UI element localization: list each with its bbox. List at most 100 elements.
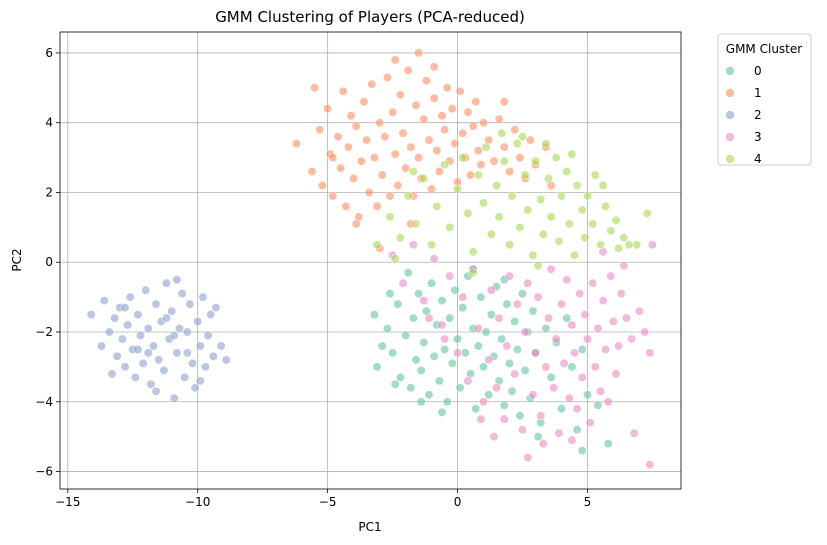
data-point-cluster-3: [543, 313, 553, 323]
data-point-cluster-3: [559, 358, 569, 368]
data-point-cluster-4: [408, 167, 418, 177]
data-point-cluster-4: [390, 254, 400, 264]
data-point-cluster-0: [572, 425, 582, 435]
data-point-cluster-2: [193, 316, 203, 326]
data-point-cluster-4: [533, 261, 543, 271]
data-point-cluster-4: [481, 142, 491, 152]
data-point-cluster-3: [494, 313, 504, 323]
data-point-cluster-3: [486, 285, 496, 295]
data-point-cluster-0: [372, 362, 382, 372]
data-point-cluster-0: [512, 344, 522, 354]
data-point-cluster-3: [640, 327, 650, 337]
data-point-cluster-4: [468, 268, 478, 278]
data-point-cluster-4: [554, 236, 564, 246]
data-point-cluster-1: [375, 118, 385, 128]
data-point-cluster-1: [450, 139, 460, 149]
data-point-cluster-2: [167, 306, 177, 316]
data-point-cluster-1: [356, 156, 366, 166]
data-point-cluster-0: [406, 383, 416, 393]
data-point-cluster-2: [107, 369, 117, 379]
data-point-cluster-1: [515, 153, 525, 163]
data-point-cluster-4: [499, 156, 509, 166]
data-point-cluster-3: [593, 323, 603, 333]
data-point-cluster-1: [510, 125, 520, 135]
data-point-cluster-4: [395, 233, 405, 243]
data-point-cluster-0: [408, 313, 418, 323]
data-point-cluster-1: [429, 93, 439, 103]
data-point-cluster-0: [403, 268, 413, 278]
x-tick-label: 0: [454, 495, 462, 509]
data-point-cluster-0: [393, 299, 403, 309]
data-point-cluster-4: [588, 219, 598, 229]
data-point-cluster-1: [367, 79, 377, 89]
data-point-cluster-2: [123, 320, 133, 330]
data-point-cluster-3: [645, 348, 655, 358]
data-point-cluster-0: [458, 303, 468, 313]
legend-label-2: 2: [754, 108, 762, 122]
data-point-cluster-3: [572, 404, 582, 414]
x-tick-label: −10: [185, 495, 210, 509]
data-point-cluster-3: [603, 397, 613, 407]
data-point-cluster-0: [388, 348, 398, 358]
data-point-cluster-4: [619, 233, 629, 243]
y-tick-label: 0: [45, 255, 53, 269]
data-point-cluster-3: [580, 310, 590, 320]
data-point-cluster-4: [507, 191, 517, 201]
data-point-cluster-2: [203, 330, 213, 340]
data-point-cluster-4: [556, 191, 566, 201]
data-point-cluster-3: [627, 334, 637, 344]
data-point-cluster-3: [398, 278, 408, 288]
data-point-cluster-2: [125, 292, 135, 302]
data-point-cluster-2: [117, 334, 127, 344]
data-point-cluster-2: [206, 310, 216, 320]
data-point-cluster-0: [427, 278, 437, 288]
data-point-cluster-4: [614, 243, 624, 253]
data-point-cluster-1: [372, 201, 382, 211]
data-point-cluster-2: [120, 362, 130, 372]
data-point-cluster-1: [385, 191, 395, 201]
legend-label-1: 1: [754, 86, 762, 100]
legend-marker-2: [725, 110, 735, 120]
data-point-cluster-4: [580, 233, 590, 243]
x-tick-label: −15: [55, 495, 80, 509]
data-point-cluster-1: [499, 142, 509, 152]
data-point-cluster-3: [408, 240, 418, 250]
data-point-cluster-4: [486, 229, 496, 239]
data-point-cluster-3: [598, 296, 608, 306]
data-point-cluster-1: [315, 125, 325, 135]
data-point-cluster-2: [146, 379, 156, 389]
data-point-cluster-4: [598, 181, 608, 191]
legend-label-4: 4: [754, 152, 762, 166]
data-point-cluster-1: [471, 97, 481, 107]
data-point-cluster-2: [154, 355, 164, 365]
data-point-cluster-1: [343, 142, 353, 152]
data-point-cluster-0: [567, 362, 577, 372]
data-point-cluster-2: [221, 355, 231, 365]
data-point-cluster-0: [577, 446, 587, 456]
data-point-cluster-4: [440, 160, 450, 170]
data-point-cluster-0: [385, 289, 395, 299]
data-point-cluster-3: [538, 439, 548, 449]
data-point-cluster-1: [336, 163, 346, 173]
data-point-cluster-1: [328, 153, 338, 163]
data-point-cluster-3: [452, 348, 462, 358]
data-point-cluster-3: [577, 372, 587, 382]
data-point-cluster-1: [434, 167, 444, 177]
legend-frame: [717, 33, 812, 166]
data-point-cluster-3: [556, 299, 566, 309]
data-point-cluster-2: [159, 365, 169, 375]
y-tick-label: −6: [35, 465, 53, 479]
x-axis-label: PC1: [358, 520, 381, 534]
data-point-cluster-0: [473, 341, 483, 351]
data-point-cluster-4: [567, 149, 577, 159]
data-point-cluster-4: [491, 181, 501, 191]
data-point-cluster-1: [377, 170, 387, 180]
data-point-cluster-4: [504, 240, 514, 250]
data-point-cluster-4: [606, 226, 616, 236]
data-point-cluster-4: [403, 191, 413, 201]
data-point-cluster-1: [403, 65, 413, 75]
data-point-cluster-4: [569, 250, 579, 260]
data-point-cluster-3: [546, 264, 556, 274]
data-point-cluster-2: [110, 313, 120, 323]
